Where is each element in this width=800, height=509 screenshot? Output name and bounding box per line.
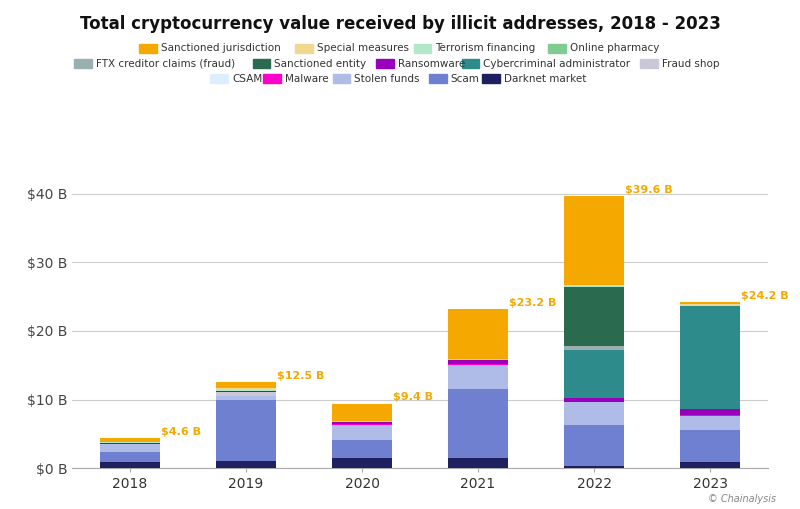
Bar	[100, 438, 160, 442]
Bar	[448, 309, 508, 359]
Bar	[564, 286, 624, 287]
Bar	[564, 398, 624, 402]
Bar	[564, 350, 624, 398]
Bar	[564, 346, 624, 350]
Bar	[100, 452, 160, 462]
Bar	[448, 360, 508, 364]
Text: © Chainalysis: © Chainalysis	[708, 494, 776, 504]
Bar	[448, 365, 508, 389]
Text: FTX creditor claims (fraud): FTX creditor claims (fraud)	[96, 59, 235, 69]
Text: $9.4 B: $9.4 B	[394, 392, 434, 403]
Text: Scam: Scam	[451, 74, 480, 84]
Bar	[680, 302, 740, 304]
Bar	[448, 458, 508, 468]
Text: CSAM: CSAM	[232, 74, 262, 84]
Bar	[216, 388, 276, 390]
Bar	[564, 196, 624, 285]
Text: Fraud shop: Fraud shop	[662, 59, 719, 69]
Bar	[216, 400, 276, 462]
Text: Malware: Malware	[285, 74, 329, 84]
Bar	[100, 462, 160, 468]
Bar	[448, 359, 508, 360]
Bar	[332, 440, 392, 458]
Bar	[332, 425, 392, 440]
Text: Online pharmacy: Online pharmacy	[570, 43, 659, 53]
Text: Sanctioned entity: Sanctioned entity	[274, 59, 366, 69]
Bar	[564, 466, 624, 468]
Text: Ransomware: Ransomware	[398, 59, 465, 69]
Text: Special measures: Special measures	[317, 43, 409, 53]
Bar	[680, 416, 740, 430]
Text: Cybercriminal administrator: Cybercriminal administrator	[483, 59, 630, 69]
Text: $39.6 B: $39.6 B	[626, 185, 673, 195]
Bar	[448, 364, 508, 365]
Text: Stolen funds: Stolen funds	[354, 74, 420, 84]
Bar	[564, 287, 624, 346]
Bar	[680, 306, 740, 409]
Text: $23.2 B: $23.2 B	[510, 298, 557, 307]
Bar	[564, 425, 624, 466]
Bar	[332, 458, 392, 468]
Text: $24.2 B: $24.2 B	[742, 291, 789, 301]
Bar	[216, 382, 276, 388]
Text: Sanctioned jurisdiction: Sanctioned jurisdiction	[161, 43, 280, 53]
Bar	[216, 396, 276, 400]
Bar	[216, 391, 276, 392]
Bar	[100, 444, 160, 452]
Text: Terrorism financing: Terrorism financing	[435, 43, 535, 53]
Bar	[680, 409, 740, 415]
Bar	[680, 462, 740, 468]
Bar	[448, 389, 508, 458]
Bar	[680, 430, 740, 462]
Text: Total cryptocurrency value received by illicit addresses, 2018 - 2023: Total cryptocurrency value received by i…	[79, 15, 721, 33]
Bar	[680, 304, 740, 306]
Bar	[332, 422, 392, 425]
Bar	[564, 403, 624, 425]
Text: Darknet market: Darknet market	[504, 74, 586, 84]
Bar	[216, 462, 276, 468]
Bar	[332, 404, 392, 421]
Text: $12.5 B: $12.5 B	[278, 371, 325, 381]
Text: $4.6 B: $4.6 B	[162, 427, 202, 437]
Bar	[216, 392, 276, 395]
